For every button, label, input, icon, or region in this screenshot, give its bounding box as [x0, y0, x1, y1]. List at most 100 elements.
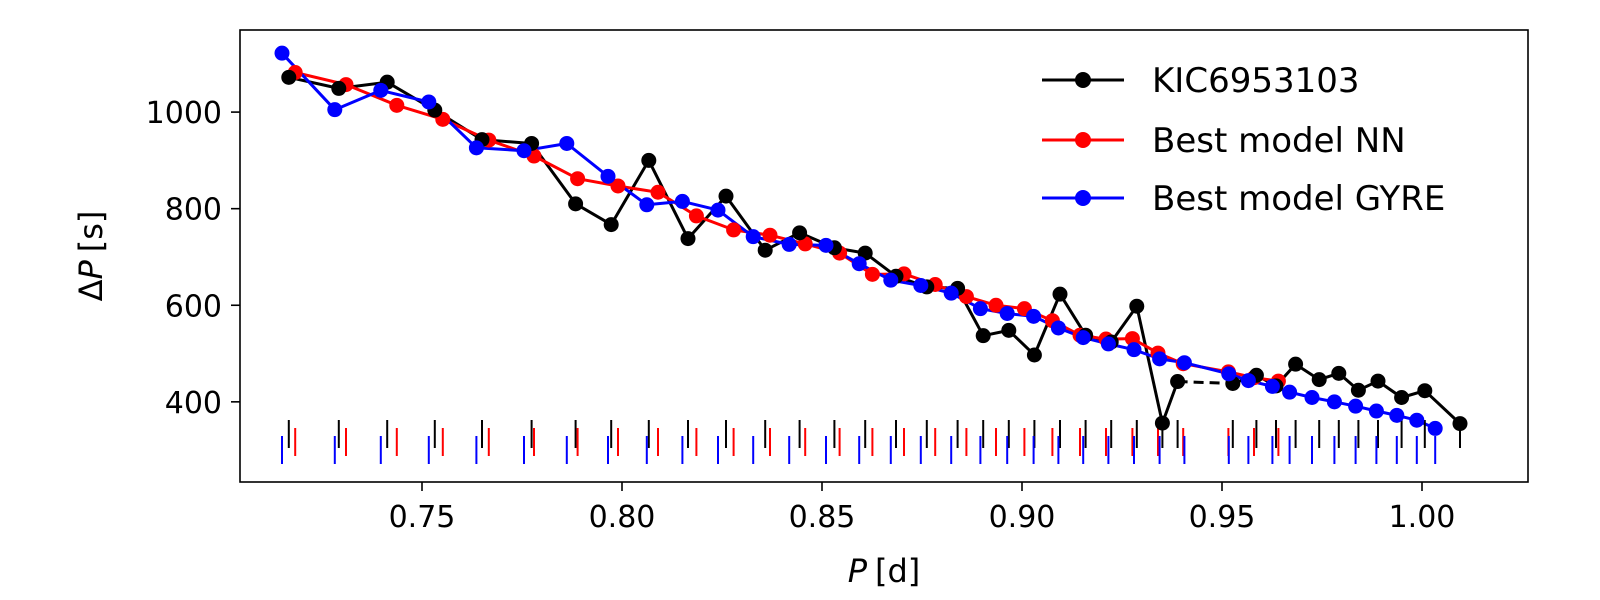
- best-model-gyre-point-16: [913, 277, 929, 293]
- y-tick-label-0: 400: [165, 386, 222, 421]
- kic6953103-point-8: [641, 152, 657, 168]
- best-model-gyre-point-33: [1348, 398, 1364, 414]
- best-model-gyre-point-10: [710, 202, 726, 218]
- best-model-gyre-point-25: [1152, 351, 1168, 367]
- x-axis-label-symbol: P: [848, 552, 868, 590]
- plot-frame: [239, 29, 1529, 483]
- best-model-gyre-point-19: [999, 305, 1015, 321]
- best-model-gyre-point-26: [1176, 355, 1192, 371]
- best-model-gyre-point-5: [516, 143, 532, 159]
- legend-label-best-model-gyre: Best model GYRE: [1152, 179, 1445, 219]
- best-model-gyre-point-1: [327, 102, 343, 118]
- kic6953103-line-a: [288, 75, 1180, 425]
- kic6953103-point-9: [680, 231, 696, 247]
- legend: KIC6953103 Best model NN Best model GYRE: [1042, 61, 1445, 219]
- best-model-gyre-point-21: [1050, 320, 1066, 336]
- best-model-gyre-point-14: [851, 256, 867, 272]
- kic6953103-point-10: [718, 188, 734, 204]
- y-tick-label-2: 800: [165, 193, 222, 228]
- x-axis-label-unit: [d]: [875, 552, 920, 590]
- best-model-gyre-point-4: [468, 140, 484, 156]
- best-model-gyre-point-24: [1126, 342, 1142, 358]
- kic6953103-b-point-10: [1452, 416, 1468, 432]
- best-model-nn-point-12: [797, 236, 813, 252]
- kic6953103-point-12: [792, 225, 808, 241]
- best-model-gyre-point-3: [421, 94, 437, 110]
- kic6953103-point-11: [757, 242, 773, 258]
- legend-marker-kic6953103: [1075, 72, 1091, 88]
- kic6953103-point-1: [331, 80, 347, 96]
- legend-label-kic6953103: KIC6953103: [1152, 61, 1360, 101]
- y-axis-label: ΔP [s]: [72, 211, 110, 302]
- y-axis-label-symbol: P: [72, 260, 110, 280]
- y-tick-label-3: 1000: [146, 96, 222, 131]
- kic6953103-point-20: [1026, 347, 1042, 363]
- best-model-nn-point-8: [650, 184, 666, 200]
- best-model-gyre-point-36: [1409, 412, 1425, 428]
- best-model-gyre-point-27: [1221, 366, 1237, 382]
- best-model-nn-point-6: [570, 171, 586, 187]
- kic6953103-b-point-6: [1350, 382, 1366, 398]
- legend-marker-best-model-nn: [1075, 132, 1091, 148]
- best-model-gyre-point-9: [674, 193, 690, 209]
- best-model-nn-point-10: [726, 222, 742, 238]
- best-model-gyre-point-34: [1368, 403, 1384, 419]
- best-model-gyre-point-29: [1264, 378, 1280, 394]
- best-model-gyre-point-20: [1026, 308, 1042, 324]
- best-model-gyre-point-35: [1389, 407, 1405, 423]
- best-model-nn-point-9: [688, 208, 704, 224]
- x-axis-label: P [d]: [848, 552, 921, 590]
- best-model-gyre-point-2: [373, 82, 389, 98]
- kic6953103-b-point-7: [1370, 373, 1386, 389]
- best-model-gyre-point-31: [1304, 389, 1320, 405]
- axes-group: 0.75 0.80 0.85 0.90 0.95 1.00 400 600 800 1000: [146, 96, 1456, 535]
- best-model-gyre-point-17: [943, 285, 959, 301]
- marks-group: [274, 45, 1468, 436]
- best-model-gyre-point-28: [1240, 373, 1256, 389]
- kic6953103-point-6: [568, 196, 584, 212]
- best-model-gyre-point-30: [1282, 384, 1298, 400]
- best-model-gyre-point-7: [600, 168, 616, 184]
- y-tick-label-1: 600: [165, 289, 222, 324]
- best-model-nn-point-7: [610, 178, 626, 194]
- kic6953103-b-point-5: [1331, 365, 1347, 381]
- kic6953103-b-point-4: [1311, 372, 1327, 388]
- best-model-gyre-point-18: [972, 301, 988, 317]
- x-tick-label-2: 0.85: [789, 500, 856, 535]
- x-tick-label-3: 0.90: [989, 500, 1056, 535]
- kic6953103-point-0: [281, 69, 297, 85]
- kic6953103-point-25: [1154, 415, 1170, 431]
- best-model-gyre-point-6: [559, 135, 575, 151]
- best-model-nn-point-23: [1124, 331, 1140, 347]
- best-model-nn-point-18: [988, 297, 1004, 313]
- best-model-gyre-point-12: [781, 236, 797, 252]
- kic6953103-point-21: [1052, 286, 1068, 302]
- best-model-nn-point-14: [864, 266, 880, 282]
- kic6953103-b-point-8: [1394, 389, 1410, 405]
- x-tick-label-1: 0.80: [589, 500, 656, 535]
- kic6953103-gap-dashed: [1177, 380, 1233, 385]
- best-model-gyre-point-22: [1075, 330, 1091, 346]
- x-tick-label-5: 1.00: [1389, 500, 1456, 535]
- plot-group: [280, 52, 1462, 464]
- kic6953103-point-26: [1170, 374, 1186, 390]
- best-model-gyre-point-37: [1427, 420, 1443, 436]
- best-model-gyre-point-0: [274, 45, 290, 61]
- best-model-nn-point-2: [389, 97, 405, 113]
- legend-marker-best-model-gyre: [1075, 190, 1091, 206]
- x-tick-label-4: 0.95: [1189, 500, 1256, 535]
- y-axis-label-unit: [s]: [72, 211, 110, 253]
- kic6953103-b-point-3: [1288, 356, 1304, 372]
- kic6953103-point-24: [1129, 298, 1145, 314]
- x-tick-label-0: 0.75: [389, 500, 456, 535]
- best-model-gyre-point-8: [639, 197, 655, 213]
- best-model-gyre-point-11: [745, 229, 761, 245]
- best-model-gyre-point-13: [818, 237, 834, 253]
- kic6953103-b-point-9: [1417, 383, 1433, 399]
- best-model-gyre-point-15: [883, 272, 899, 288]
- best-model-nn-point-11: [762, 227, 778, 243]
- kic6953103-point-18: [975, 328, 991, 344]
- best-model-gyre-point-32: [1326, 394, 1342, 410]
- legend-label-best-model-nn: Best model NN: [1152, 121, 1406, 161]
